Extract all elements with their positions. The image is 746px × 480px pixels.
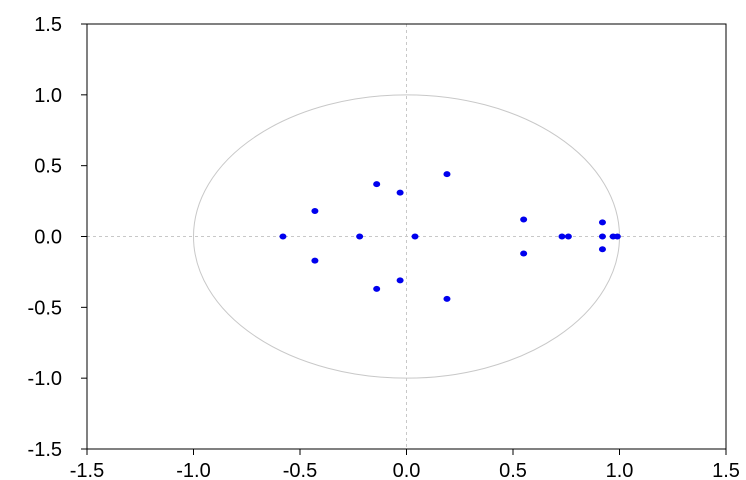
data-point — [356, 233, 364, 240]
y-tick-label: 1.0 — [34, 85, 62, 107]
x-tick-label: 1.5 — [712, 460, 740, 480]
x-tick-label: 1.0 — [606, 460, 634, 480]
data-point — [373, 181, 381, 188]
y-axis-ticks: 1.5 1.0 0.5 0.0 -0.5 -1.0 -1.5 — [28, 14, 87, 461]
data-point — [411, 233, 419, 240]
data-point — [558, 233, 566, 240]
data-point — [564, 233, 572, 240]
y-tick-label: -1.5 — [28, 439, 62, 461]
data-point — [373, 285, 381, 292]
y-tick-label: -0.5 — [28, 297, 62, 319]
data-point — [598, 246, 606, 253]
y-tick-label: 0.0 — [34, 227, 62, 249]
data-point — [613, 233, 621, 240]
data-point — [279, 233, 287, 240]
data-point — [520, 216, 528, 223]
x-axis-ticks: -1.5 -1.0 -0.5 0.0 0.5 1.0 1.5 — [70, 449, 740, 480]
data-point — [443, 171, 451, 178]
data-point — [396, 189, 404, 196]
x-tick-label: -1.0 — [176, 460, 210, 480]
points-layer — [279, 171, 621, 302]
data-point — [598, 233, 606, 240]
data-point — [311, 257, 319, 264]
x-tick-label: 0.5 — [499, 460, 527, 480]
data-point — [520, 250, 528, 257]
data-point — [443, 295, 451, 302]
y-tick-label: 0.5 — [34, 156, 62, 178]
x-tick-label: -1.5 — [70, 460, 104, 480]
data-point — [598, 219, 606, 226]
y-tick-label: -1.0 — [28, 368, 62, 390]
data-point — [396, 277, 404, 284]
x-tick-label: 0.0 — [393, 460, 421, 480]
x-tick-label: -0.5 — [283, 460, 317, 480]
y-tick-label: 1.5 — [34, 14, 62, 36]
data-point — [311, 208, 319, 214]
